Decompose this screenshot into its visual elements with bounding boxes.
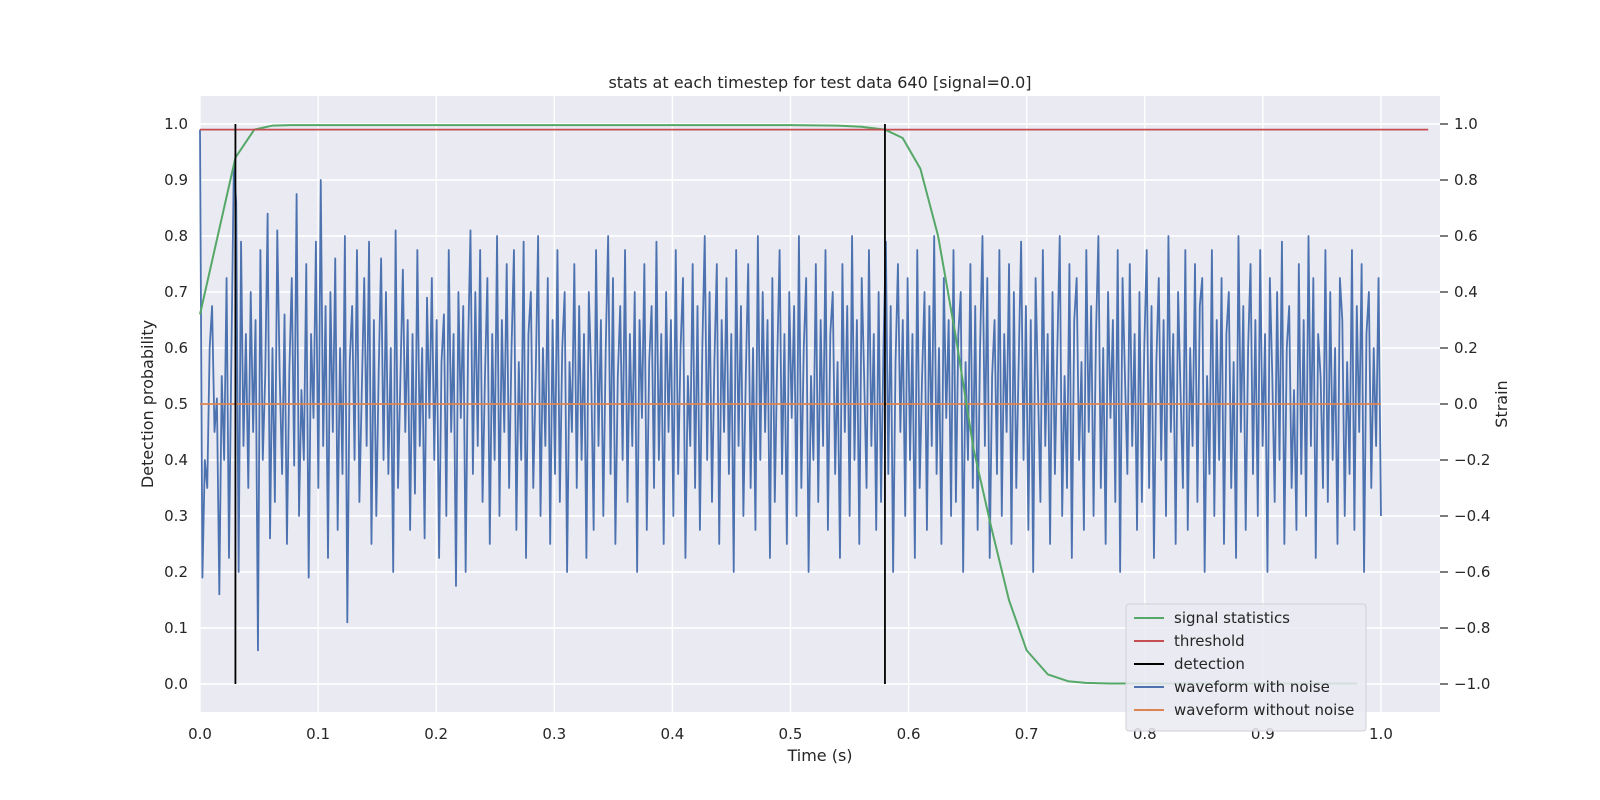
x-tick-label: 1.0: [1369, 725, 1393, 743]
series-layer: [199, 124, 1429, 685]
x-tick-label: 0.7: [1015, 725, 1039, 743]
y-right-tick-label: −0.4: [1454, 507, 1490, 525]
y-left-tick-label: 1.0: [164, 115, 188, 133]
y-right-tick-label: 0.8: [1454, 171, 1478, 189]
legend-box: [1125, 603, 1367, 732]
legend-label: threshold: [1174, 632, 1245, 650]
x-tick-label: 0.4: [660, 725, 684, 743]
y-right-tick-label: −0.6: [1454, 563, 1490, 581]
y-right-tick-label: −1.0: [1454, 675, 1490, 693]
y-left-tick-label: 0.2: [164, 563, 188, 581]
y-left-tick-label: 0.7: [164, 283, 188, 301]
y-left-tick-label: 0.8: [164, 227, 188, 245]
y-right-tick-label: 0.6: [1454, 227, 1478, 245]
y-left-tick-label: 0.6: [164, 339, 188, 357]
y-right-tick-label: 0.4: [1454, 283, 1478, 301]
x-tick-label: 0.6: [897, 725, 921, 743]
x-tick-label: 0.2: [424, 725, 448, 743]
legend-label: signal statistics: [1174, 609, 1290, 627]
y-right-tick-label: 0.0: [1454, 395, 1478, 413]
y-axis-right-label: Strain: [1492, 380, 1511, 427]
x-axis-label: Time (s): [786, 746, 852, 765]
y-left-tick-label: 0.9: [164, 171, 188, 189]
y-left-tick-label: 0.4: [164, 451, 188, 469]
x-tick-label: 0.3: [542, 725, 566, 743]
series-signal-statistics: [199, 124, 1358, 685]
legend-label: detection: [1174, 655, 1245, 673]
x-tick-label: 0.0: [188, 725, 212, 743]
y-right-tick-label: −0.8: [1454, 619, 1490, 637]
legend: signal statistics threshold detection wavef…: [1125, 603, 1367, 732]
y-right-ticks: −1.0 −0.8 −0.6 −0.4 −0.2 0.0 0.2 0.4 0.6 0.8 1.0: [1440, 115, 1490, 693]
y-left-tick-label: 0.0: [164, 675, 188, 693]
series-waveform-with-noise: [199, 129, 1382, 652]
x-tick-label: 0.5: [779, 725, 803, 743]
legend-label: waveform with noise: [1174, 678, 1330, 696]
y-right-tick-label: −0.2: [1454, 451, 1490, 469]
x-tick-label: 0.1: [306, 725, 330, 743]
y-left-ticks: 0.0 0.1 0.2 0.3 0.4 0.5 0.6 0.7 0.8 0.9 1.0: [164, 115, 188, 693]
y-axis-left-label: Detection probability: [138, 320, 157, 488]
y-left-tick-label: 0.1: [164, 619, 188, 637]
y-left-tick-label: 0.3: [164, 507, 188, 525]
y-right-tick-label: 1.0: [1454, 115, 1478, 133]
legend-label: waveform without noise: [1174, 701, 1354, 719]
y-right-tick-label: 0.2: [1454, 339, 1478, 357]
chart-title: stats at each timestep for test data 640…: [608, 73, 1031, 92]
y-left-tick-label: 0.5: [164, 395, 188, 413]
